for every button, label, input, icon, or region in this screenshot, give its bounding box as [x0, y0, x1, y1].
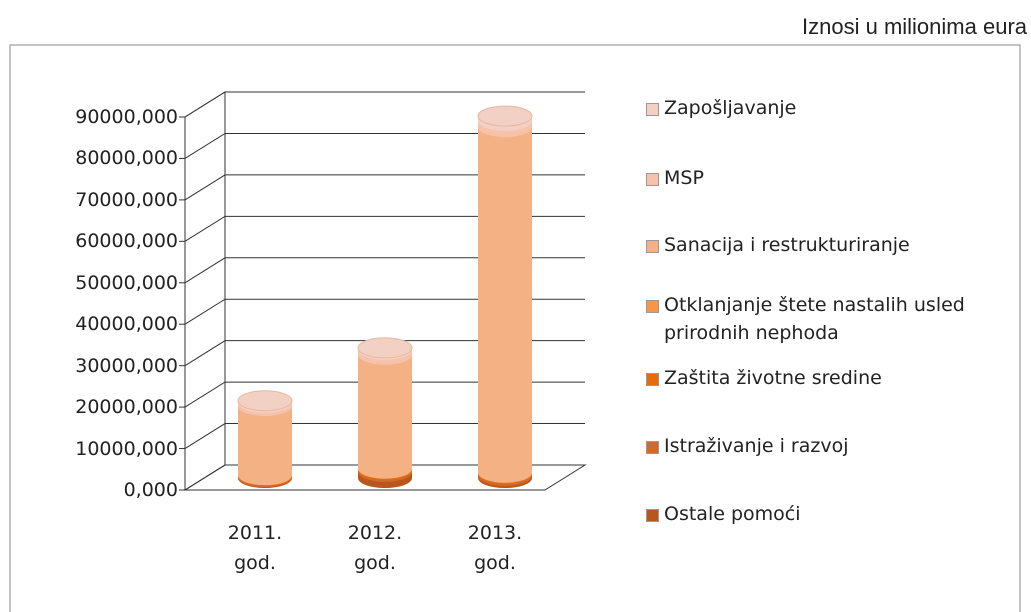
- grid-line: [184, 381, 585, 408]
- legend-swatch: [646, 173, 659, 186]
- grid-line: [184, 132, 585, 159]
- bar: [478, 127, 532, 473]
- y-tick-label: 20000,000: [75, 396, 178, 419]
- legend-swatch: [646, 509, 659, 522]
- cylinder-cap: [237, 390, 293, 412]
- x-tick-label: 2013. god.: [467, 522, 523, 574]
- grid-line: [184, 174, 585, 201]
- legend-entry: Otklanjanje štete nastalih usled prirodn…: [646, 291, 984, 347]
- y-tick-label: 70000,000: [75, 188, 178, 211]
- legend-swatch: [646, 373, 659, 386]
- legend-entry: Ostale pomoći: [646, 500, 984, 528]
- grid-line: [184, 257, 585, 284]
- cylinder-cap: [477, 105, 533, 127]
- legend-swatch: [646, 300, 659, 313]
- x-tick-label: 2011. god.: [227, 522, 283, 574]
- y-tick-label: 90000,000: [75, 106, 178, 128]
- legend-swatch: [646, 103, 659, 116]
- legend-entry: Sanacija i restrukturiranje: [646, 231, 984, 259]
- cylinder-cap: [357, 337, 413, 359]
- y-tick-label: 50000,000: [75, 271, 178, 294]
- grid-line: [184, 423, 585, 449]
- bar: [358, 354, 412, 469]
- legend-swatch: [646, 441, 659, 454]
- bar: [238, 406, 292, 476]
- grid-line: [184, 215, 585, 242]
- y-tick-label: 80000,000: [75, 147, 178, 170]
- legend-entry: MSP: [646, 164, 984, 192]
- y-tick-label: 10000,000: [75, 437, 178, 460]
- grid-line: [184, 298, 585, 325]
- note: Iznosi u milionima eura: [802, 14, 1027, 39]
- y-tick-label: 60000,000: [75, 230, 178, 253]
- legend-entry: Zaštita životne sredine: [646, 364, 984, 392]
- y-tick-label: 30000,000: [75, 354, 178, 377]
- y-tick-label: 0,000: [123, 479, 178, 501]
- legend-entry: Istraživanje i razvoj: [646, 432, 984, 460]
- grid-line: [184, 464, 585, 491]
- x-tick-label: 2012. god.: [347, 522, 403, 574]
- grid-line: [184, 91, 585, 118]
- legend-swatch: [646, 240, 659, 253]
- y-tick-label: 40000,000: [75, 313, 178, 336]
- grid-line: [184, 340, 585, 367]
- legend-entry: Zapošljavanje: [646, 94, 984, 122]
